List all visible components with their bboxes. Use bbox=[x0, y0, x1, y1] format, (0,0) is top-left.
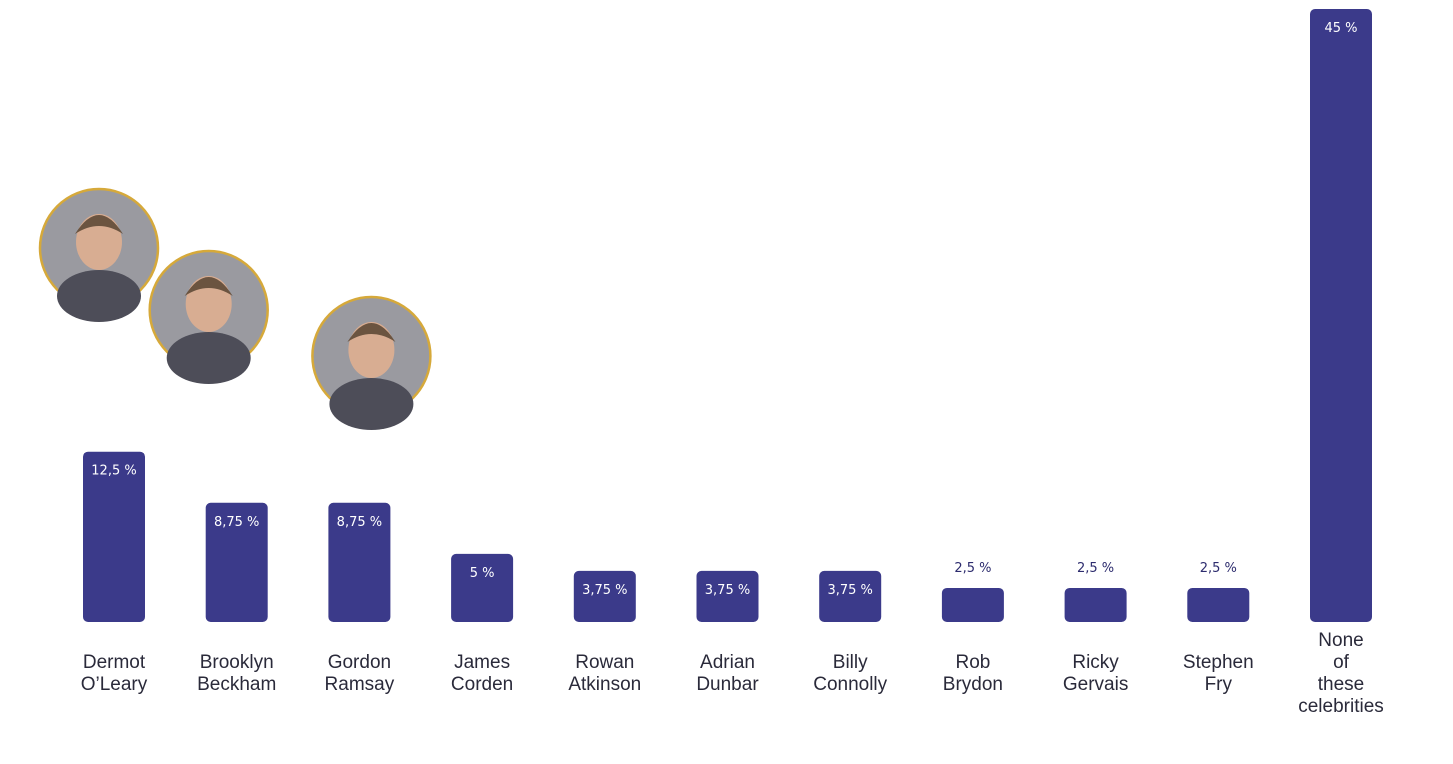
celebrity-photo-dermot-oleary bbox=[38, 187, 160, 322]
bar-rob-brydon bbox=[941, 587, 1004, 622]
value-label-billy-connolly: 3,75 % bbox=[827, 583, 872, 598]
value-label-stephen-fry: 2,5 % bbox=[1200, 561, 1237, 576]
celebrity-photo-gordon-ramsay bbox=[311, 295, 432, 430]
bar-ricky-gervais bbox=[1064, 587, 1127, 622]
category-label-ricky-gervais: Ricky Gervais bbox=[1063, 652, 1128, 695]
value-label-brooklyn-beckham: 8,75 % bbox=[214, 515, 259, 530]
value-label-james-corden: 5 % bbox=[470, 566, 495, 581]
category-label-james-corden: James Corden bbox=[451, 652, 513, 695]
value-label-none-of-these-celebrities: 45 % bbox=[1324, 21, 1357, 36]
category-label-gordon-ramsay: Gordon Ramsay bbox=[325, 652, 395, 695]
category-label-rowan-atkinson: Rowan Atkinson bbox=[568, 652, 641, 695]
value-label-adrian-dunbar: 3,75 % bbox=[705, 583, 750, 598]
value-label-rowan-atkinson: 3,75 % bbox=[582, 583, 627, 598]
bar-billy-connolly bbox=[819, 570, 882, 622]
bar-rowan-atkinson bbox=[573, 570, 636, 622]
value-label-rob-brydon: 2,5 % bbox=[954, 561, 991, 576]
value-labels-group: 12,5 % 8,75 % 8,75 % 5 % 3,75 % 3,75 % 3,75 % 2… bbox=[91, 21, 1357, 598]
bar-dermot-o-leary bbox=[83, 451, 145, 622]
category-label-dermot-o-leary: Dermot O’Leary bbox=[81, 652, 148, 695]
bars-group bbox=[83, 9, 1372, 622]
bar-adrian-dunbar bbox=[696, 570, 759, 622]
bar-gordon-ramsay bbox=[328, 502, 391, 622]
category-labels-group: Dermot O’Leary Brooklyn Beckham Gordon Ramsay… bbox=[81, 630, 1384, 717]
category-label-none-of-these-celebrities: None of these celebrities bbox=[1298, 630, 1384, 717]
category-label-rob-brydon: Rob Brydon bbox=[943, 652, 1003, 695]
celebrity-photo-brooklyn-beckham bbox=[148, 249, 269, 384]
category-label-brooklyn-beckham: Brooklyn Beckham bbox=[197, 652, 276, 695]
category-label-stephen-fry: Stephen Fry bbox=[1183, 652, 1254, 695]
celebrity-photos bbox=[38, 187, 432, 430]
value-label-ricky-gervais: 2,5 % bbox=[1077, 561, 1114, 576]
bar-james-corden bbox=[451, 553, 514, 622]
category-label-adrian-dunbar: Adrian Dunbar bbox=[696, 652, 759, 695]
bar-stephen-fry bbox=[1187, 587, 1250, 622]
bar-none-of-these-celebrities bbox=[1310, 9, 1372, 622]
value-label-dermot-o-leary: 12,5 % bbox=[91, 464, 136, 479]
bar-brooklyn-beckham bbox=[205, 502, 268, 622]
value-label-gordon-ramsay: 8,75 % bbox=[337, 515, 382, 530]
category-label-billy-connolly: Billy Connolly bbox=[813, 652, 887, 695]
